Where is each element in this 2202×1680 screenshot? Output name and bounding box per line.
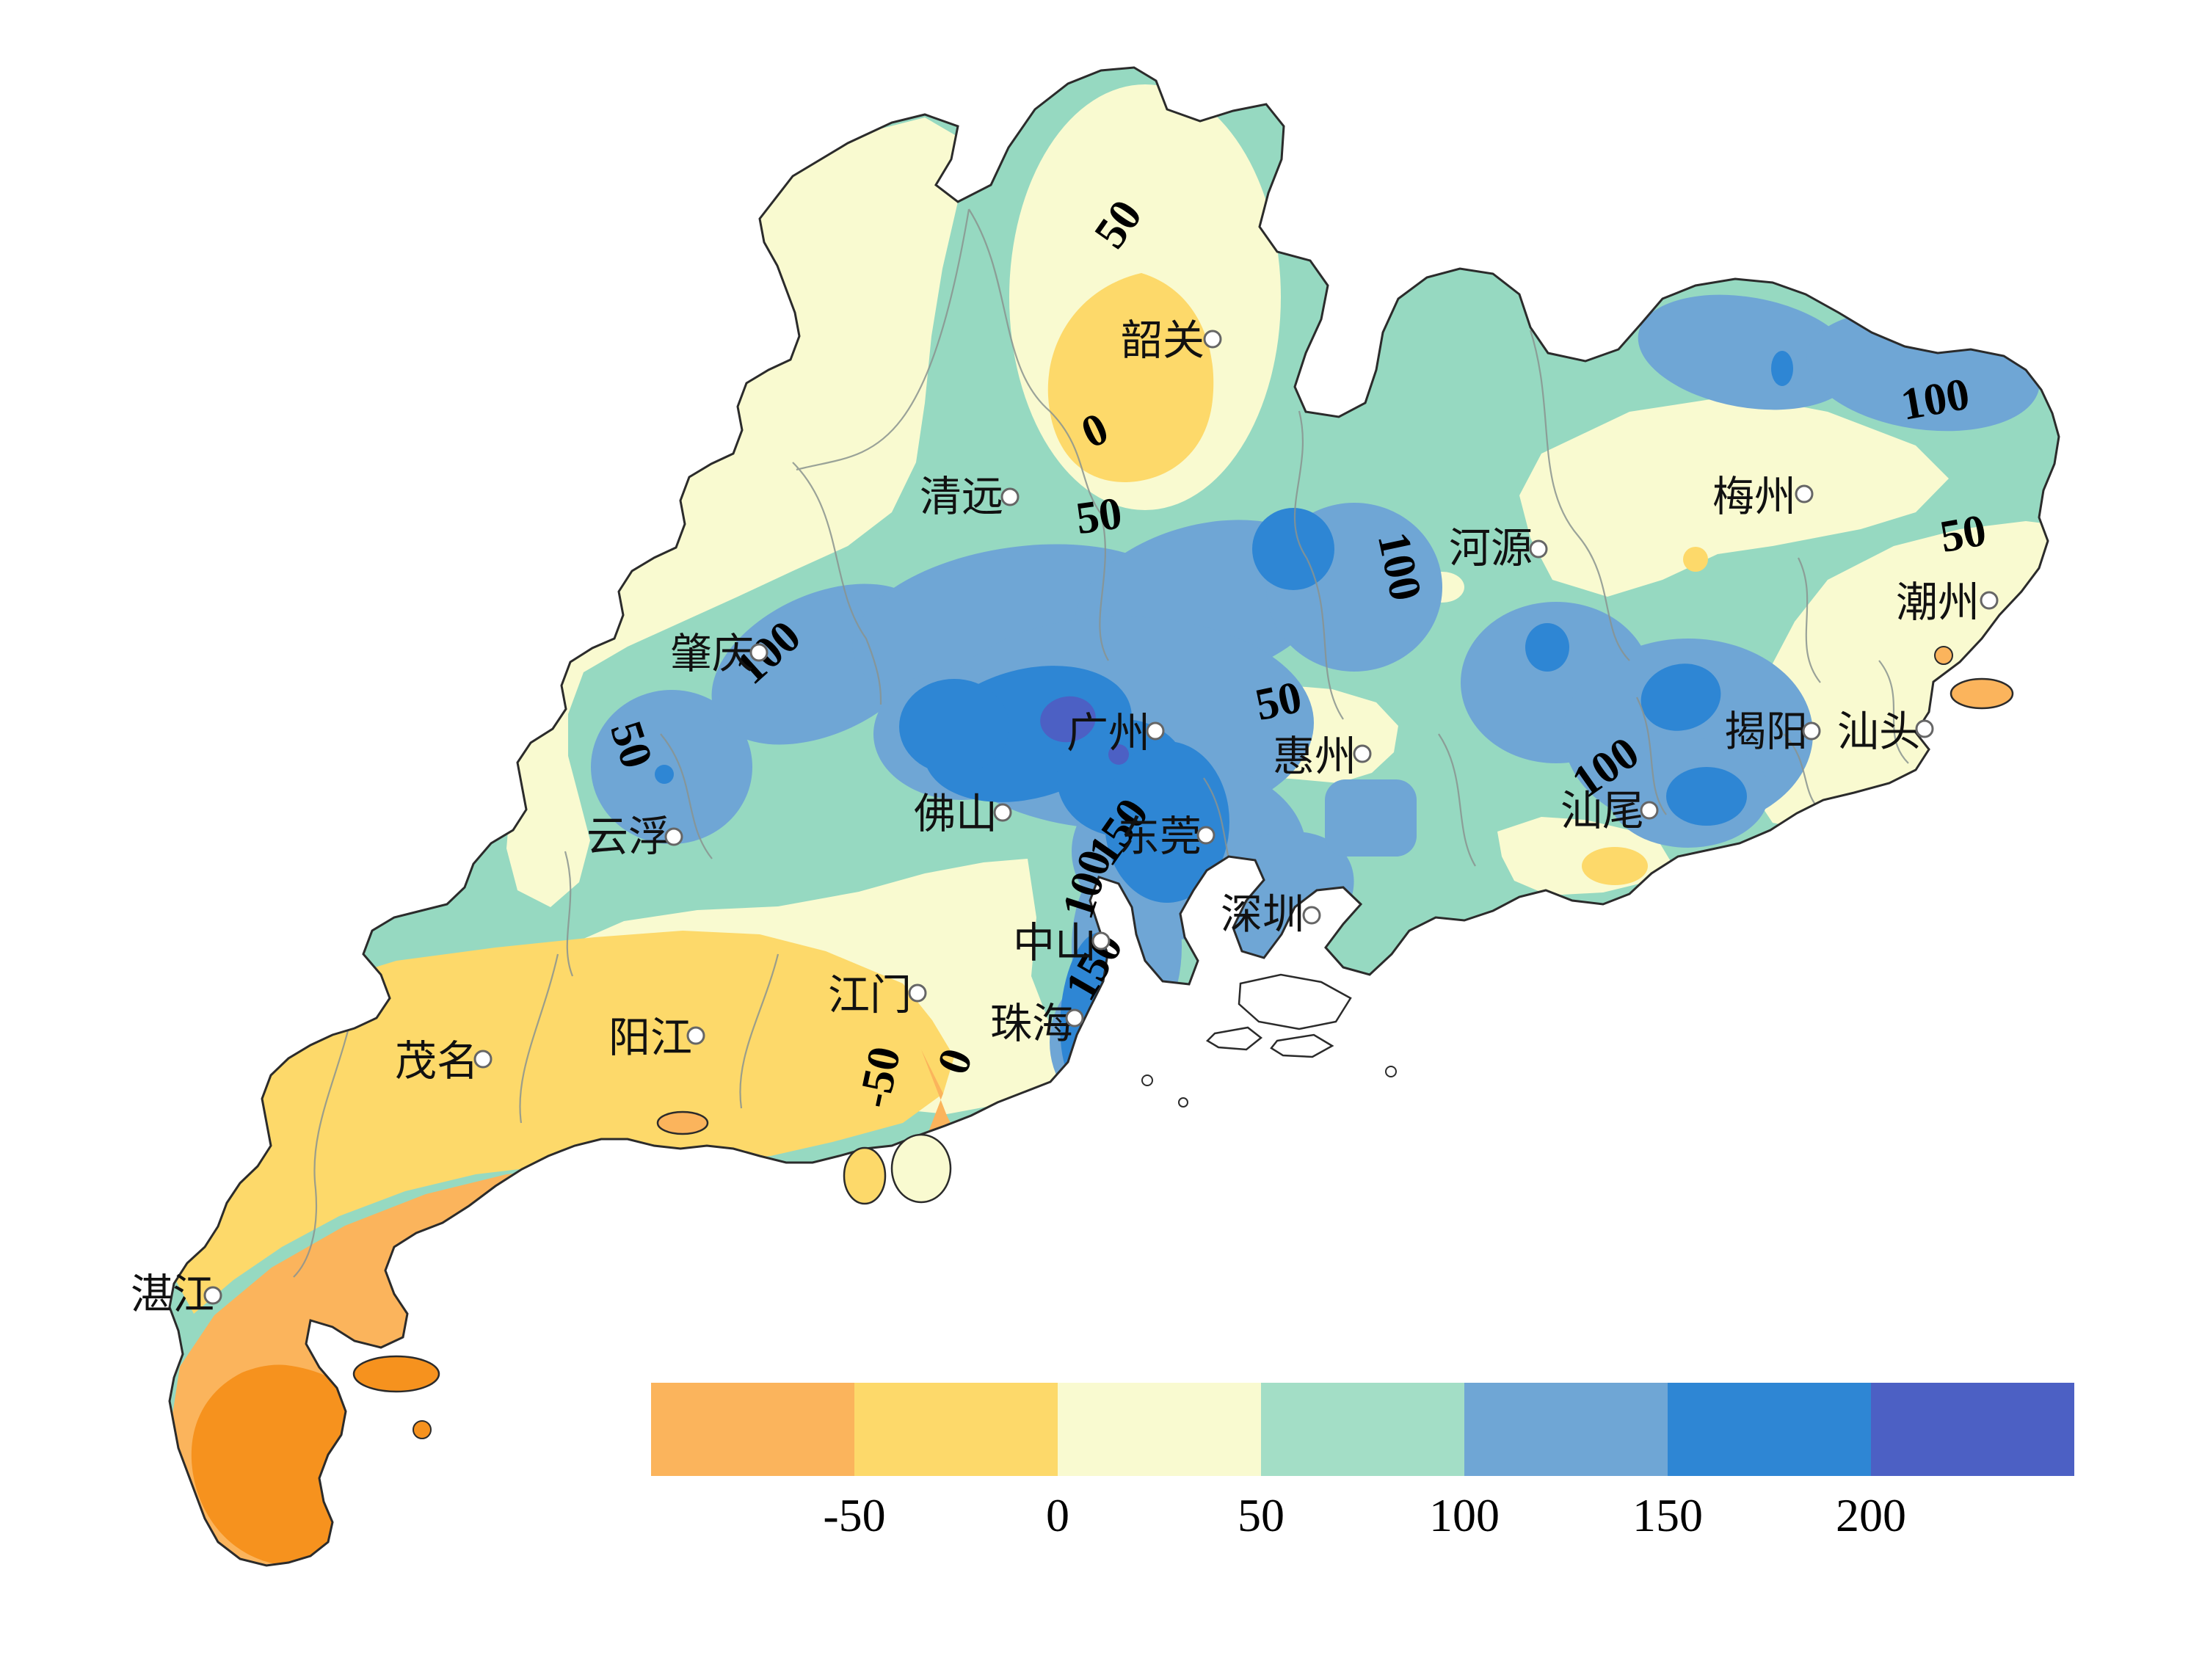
city-label: 韶关 [1121,318,1204,364]
legend-swatch [1464,1383,1668,1476]
nanao-island [1950,677,2014,710]
legend-swatch [854,1383,1058,1476]
legend-swatch [1668,1383,1871,1476]
city-label: 佛山 [914,791,998,837]
hailing-island [656,1110,709,1135]
contour-value-label: 50 [1936,505,1990,562]
city-label: 珠海 [990,1001,1074,1047]
legend-swatch [1261,1383,1464,1476]
city-marker [1203,330,1222,349]
contour-value-label: 50 [1251,672,1306,730]
city-marker [1529,539,1548,559]
legend-swatch [1058,1383,1261,1476]
hongkong-new-territories [1238,973,1352,1030]
city-marker [1302,906,1321,925]
prefecture-borders [293,208,1909,1278]
city-label: 云浮 [586,814,670,860]
legend-tick-label: 150 [1632,1489,1703,1541]
city-label-layer: 韶关清远河源 梅州潮州汕头揭阳汕尾 惠州 广州佛山东莞深圳中山珠海 江门阳江茂名湛江 云浮… [131,318,1999,1318]
city-label: 梅州 [1712,474,1796,520]
legend-tick-label: 50 [1238,1489,1284,1541]
contour-value-label: -50 [849,1042,911,1112]
legend-tick-label: 100 [1429,1489,1500,1541]
city-label: 清远 [920,474,1003,520]
city-label: 河源 [1449,526,1533,572]
city-marker [1980,591,1999,610]
city-label: 汕头 [1837,709,1921,755]
city-marker [473,1050,493,1069]
sea-islet [1178,1097,1188,1108]
city-marker [664,827,683,846]
city-label: 汕尾 [1560,788,1644,834]
legend-tick-label: 200 [1836,1489,1906,1541]
city-marker [1640,801,1659,820]
province-outline [168,66,2060,1567]
city-marker [908,983,927,1003]
legend-swatch [651,1383,854,1476]
sea-islet [1385,1066,1397,1077]
city-marker [1802,721,1821,741]
city-marker [749,643,768,662]
donghai-island [352,1355,440,1393]
xiachuan-island [843,1146,887,1205]
city-label: 惠州 [1273,734,1356,780]
city-label: 湛江 [131,1272,214,1318]
city-marker [1196,826,1216,845]
city-marker [1000,487,1020,506]
legend: -50 0 50 100 150 200 [651,1383,2074,1541]
city-marker [203,1286,222,1305]
city-label: 茂名 [395,1039,479,1085]
city-label: 肇庆 [670,631,754,677]
city-marker [1915,719,1934,738]
city-label: 揭阳 [1724,709,1808,755]
city-label: 阳江 [608,1015,692,1061]
city-label: 潮州 [1896,580,1980,626]
city-label: 江门 [828,972,912,1019]
city-marker [993,803,1012,822]
contour-value-label: 100 [1897,369,1973,430]
city-label: 中山 [1013,920,1097,967]
lantau-island [1205,1026,1263,1051]
hongkong-island [1270,1033,1334,1058]
sea-islet [1141,1074,1153,1086]
naozhou-island [413,1420,432,1439]
city-label: 深圳 [1221,892,1304,938]
legend-tick-label: -50 [823,1489,885,1541]
city-marker [1353,744,1372,763]
city-label: 广州 [1067,710,1150,757]
city-marker [1091,931,1111,950]
shangchuan-island [890,1133,952,1204]
islands [352,646,2014,1439]
city-marker [1146,721,1165,741]
city-label: 东莞 [1118,814,1202,860]
city-marker [686,1026,705,1045]
contour-value-label: 50 [1073,488,1125,544]
legend-tick-label: 0 [1046,1489,1069,1541]
legend-swatch [1871,1383,2074,1476]
city-marker [1065,1008,1084,1028]
city-marker [1795,484,1814,503]
small-island [1934,646,1953,665]
